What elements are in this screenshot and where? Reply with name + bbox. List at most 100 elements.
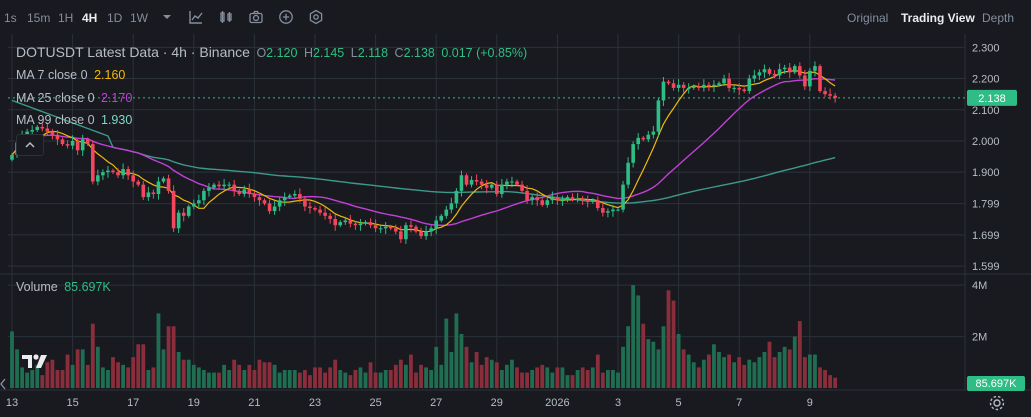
- indicator-chart-icon[interactable]: [188, 9, 204, 25]
- legend-ma7-value: 2.160: [94, 68, 126, 82]
- candle-body: [707, 84, 711, 87]
- volume-bar: [686, 354, 691, 388]
- legend-ma25-value: 2.170: [101, 91, 133, 105]
- timeframe-1w[interactable]: 1W: [130, 11, 148, 25]
- candle-body: [80, 139, 85, 151]
- volume-bar: [439, 364, 444, 388]
- legend-high: 2.145: [312, 46, 345, 60]
- volume-bar: [520, 372, 524, 388]
- volume-bar: [611, 370, 615, 388]
- candle-body: [712, 84, 716, 87]
- volume-bar: [550, 372, 555, 388]
- view-original[interactable]: Original: [847, 11, 889, 25]
- candle-body: [85, 139, 90, 145]
- volume-bar: [722, 357, 726, 388]
- candle-body: [454, 190, 459, 204]
- candle-body: [45, 128, 50, 132]
- candle-body: [798, 66, 802, 76]
- last-volume-label: 85.697K: [976, 378, 1018, 390]
- volume-bar: [590, 367, 595, 388]
- candle-body: [368, 222, 373, 226]
- volume-bar: [454, 313, 459, 388]
- plus-circle-icon[interactable]: [278, 9, 294, 25]
- collapse-legend-button[interactable]: [16, 134, 44, 156]
- volume-bar: [45, 362, 50, 388]
- time-tick-label: 25: [369, 397, 381, 409]
- volume-bar: [555, 367, 560, 388]
- volume-bar: [156, 313, 161, 388]
- volume-bar: [267, 362, 272, 388]
- time-tick-label: 7: [736, 397, 742, 409]
- volume-bar: [484, 357, 489, 388]
- candle-body: [525, 190, 529, 201]
- candle-type-icon[interactable]: [218, 9, 234, 25]
- camera-icon[interactable]: [248, 9, 264, 25]
- candle-body: [287, 195, 292, 198]
- candlestick-chart[interactable]: 2.300 2.200 2.100 2.000 1.900 1.799 1.699 1.599…: [0, 34, 1031, 417]
- volume-bar: [207, 372, 211, 388]
- candle-body: [474, 179, 479, 182]
- scroll-left-icon[interactable]: [0, 378, 6, 390]
- candle-body: [646, 134, 651, 140]
- volume-bar: [494, 362, 499, 388]
- volume-bar: [752, 362, 757, 388]
- candle-body: [777, 69, 782, 76]
- settings-hex-icon[interactable]: [308, 9, 324, 25]
- last-price-label: 2.138: [978, 93, 1006, 105]
- volume-bar: [166, 326, 171, 388]
- volume-bar: [186, 359, 191, 388]
- candle-body: [409, 225, 413, 227]
- tradingview-logo[interactable]: [20, 350, 52, 372]
- candle-body: [30, 130, 34, 132]
- candle-body: [616, 209, 620, 211]
- candle-body: [318, 209, 322, 213]
- volume-bar: [90, 323, 95, 388]
- volume-bar: [545, 367, 550, 388]
- volume-bar: [303, 370, 307, 388]
- candle-body: [25, 131, 29, 137]
- volume-bar: [580, 367, 585, 388]
- timeframe-4h[interactable]: 4H: [82, 11, 98, 25]
- volume-bar: [308, 375, 312, 388]
- legend-close-label: C: [394, 46, 404, 60]
- volume-bar: [30, 370, 35, 388]
- timeframe-1h[interactable]: 1H: [58, 11, 74, 25]
- volume-bar: [171, 326, 176, 388]
- volume-bar: [232, 359, 237, 388]
- volume-bar: [393, 364, 398, 388]
- candle-body: [166, 178, 171, 191]
- volume-bar: [696, 367, 701, 388]
- candle-body: [742, 89, 747, 92]
- candle-body: [171, 190, 176, 229]
- last-price-tag: [967, 89, 1017, 106]
- volume-tick-label: 4M: [972, 280, 987, 292]
- candle-body: [186, 206, 191, 216]
- volume-bar: [313, 367, 317, 388]
- candle-body: [636, 137, 640, 145]
- timeframe-15m[interactable]: 15m: [27, 11, 51, 25]
- candle-body: [343, 220, 348, 223]
- view-depth[interactable]: Depth: [982, 11, 1015, 25]
- volume-bar: [560, 367, 565, 388]
- gear-icon[interactable]: [988, 394, 1006, 412]
- candle-body: [540, 200, 545, 205]
- candle-body: [328, 215, 332, 219]
- candle-body: [762, 69, 767, 73]
- candle-body: [681, 84, 686, 88]
- candle-body: [621, 184, 625, 210]
- volume-bar: [414, 372, 418, 388]
- candle-body: [116, 172, 120, 176]
- candle-body: [550, 197, 555, 201]
- volume-bar: [282, 370, 287, 388]
- candle-body: [737, 87, 741, 90]
- volume-bar: [318, 367, 322, 388]
- timeframe-1d[interactable]: 1D: [107, 11, 123, 25]
- timeframe-1s[interactable]: 1s: [4, 11, 17, 25]
- candle-body: [747, 78, 752, 92]
- chevron-down-icon[interactable]: [159, 9, 175, 25]
- candle-body: [373, 225, 378, 229]
- volume-bar: [106, 370, 110, 388]
- time-tick-label: 29: [491, 397, 503, 409]
- view-trading-view[interactable]: Trading View: [901, 11, 975, 25]
- candle-body: [358, 223, 363, 226]
